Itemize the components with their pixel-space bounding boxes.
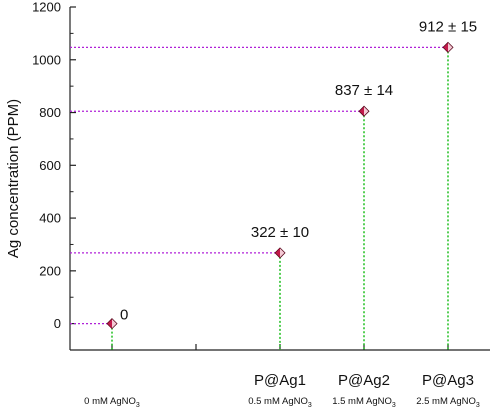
data-point xyxy=(442,41,454,53)
x-category-label: P@Ag1 xyxy=(254,372,306,389)
x-category-sublabel: 1.5 mM AgNO3 xyxy=(332,396,396,409)
y-tick-label: 600 xyxy=(39,158,61,173)
data-label: 0 xyxy=(120,307,128,324)
x-category-sublabel: 0.5 mM AgNO3 xyxy=(248,396,312,409)
data-point xyxy=(106,318,118,330)
data-label: 912 ± 15 xyxy=(419,18,477,35)
y-axis-label: Ag concentration (PPM) xyxy=(5,99,22,258)
data-label: 322 ± 10 xyxy=(251,224,309,241)
y-tick-label: 400 xyxy=(39,211,61,226)
y-tick-label: 1200 xyxy=(32,0,61,15)
data-point xyxy=(274,247,286,259)
y-tick-label: 200 xyxy=(39,263,61,278)
x-category-label: P@Ag3 xyxy=(422,372,474,389)
data-label: 837 ± 14 xyxy=(335,82,393,99)
data-labels: 0 322 ± 10 837 ± 14 912 ± 15 xyxy=(120,18,477,323)
x-category-sublabel: 2.5 mM AgNO3 xyxy=(416,396,480,409)
data-points xyxy=(106,41,454,330)
y-tick-label: 800 xyxy=(39,105,61,120)
axes: 0 200 400 600 800 1000 1200 Ag concentration (P… xyxy=(5,0,490,409)
x-category-label: P@Ag2 xyxy=(338,372,390,389)
y-tick-label: 0 xyxy=(54,316,61,331)
x-category-sublabel: 0 mM AgNO3 xyxy=(84,396,140,409)
data-point xyxy=(358,105,370,117)
y-tick-label: 1000 xyxy=(32,52,61,67)
